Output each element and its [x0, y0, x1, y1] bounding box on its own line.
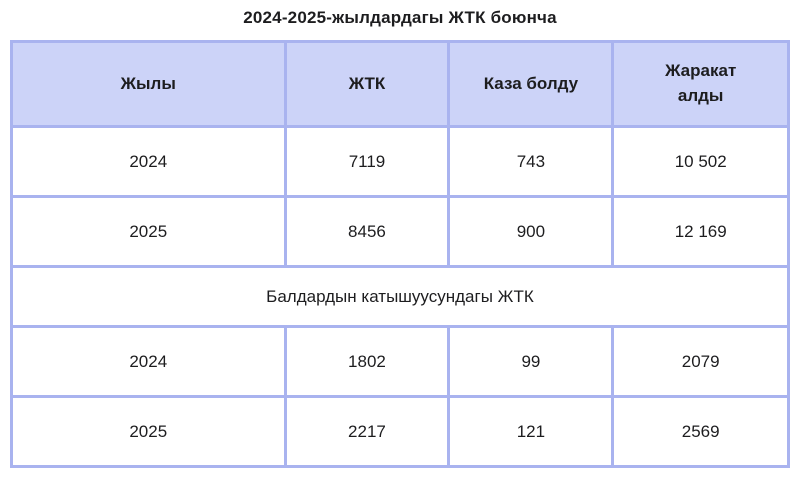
header-year-label: Жылы [120, 73, 176, 93]
deaths-cell: 743 [447, 125, 615, 198]
section-row: Балдардын катышуусундагы ЖТК [10, 265, 790, 328]
table-row: 2024 7119 743 10 502 [10, 125, 790, 198]
deaths-cell: 99 [447, 325, 615, 398]
table-row: 2025 2217 121 2569 [10, 395, 790, 468]
zhtk-cell: 1802 [283, 325, 451, 398]
deaths-cell: 900 [447, 195, 615, 268]
header-row: Жылы ЖТК Каза болду Жаракат алды [10, 40, 790, 128]
zhtk-cell: 7119 [283, 125, 451, 198]
header-deaths: Каза болду [447, 40, 615, 128]
section-label: Балдардын катышуусундагы ЖТК [10, 265, 790, 328]
header-zhtk-label: ЖТК [348, 73, 386, 93]
header-deaths-label: Каза болду [483, 73, 579, 93]
year-cell: 2024 [10, 325, 287, 398]
year-cell: 2025 [10, 395, 287, 468]
zhtk-cell: 8456 [283, 195, 451, 268]
year-cell: 2024 [10, 125, 287, 198]
table-row: 2024 1802 99 2079 [10, 325, 790, 398]
injured-cell: 10 502 [611, 125, 790, 198]
header-zhtk: ЖТК [283, 40, 451, 128]
year-cell: 2025 [10, 195, 287, 268]
injured-cell: 2569 [611, 395, 790, 468]
header-injured-label: Жаракат алды [665, 61, 737, 105]
zhtk-cell: 2217 [283, 395, 451, 468]
header-injured: Жаракат алды [611, 40, 790, 128]
deaths-cell: 121 [447, 395, 615, 468]
statistics-table: Жылы ЖТК Каза болду Жаракат алды 2024 71… [10, 40, 790, 468]
injured-cell: 2079 [611, 325, 790, 398]
header-year: Жылы [10, 40, 287, 128]
table-title: 2024-2025-жылдардагы ЖТК боюнча [243, 8, 557, 27]
injured-cell: 12 169 [611, 195, 790, 268]
table-row: 2025 8456 900 12 169 [10, 195, 790, 268]
